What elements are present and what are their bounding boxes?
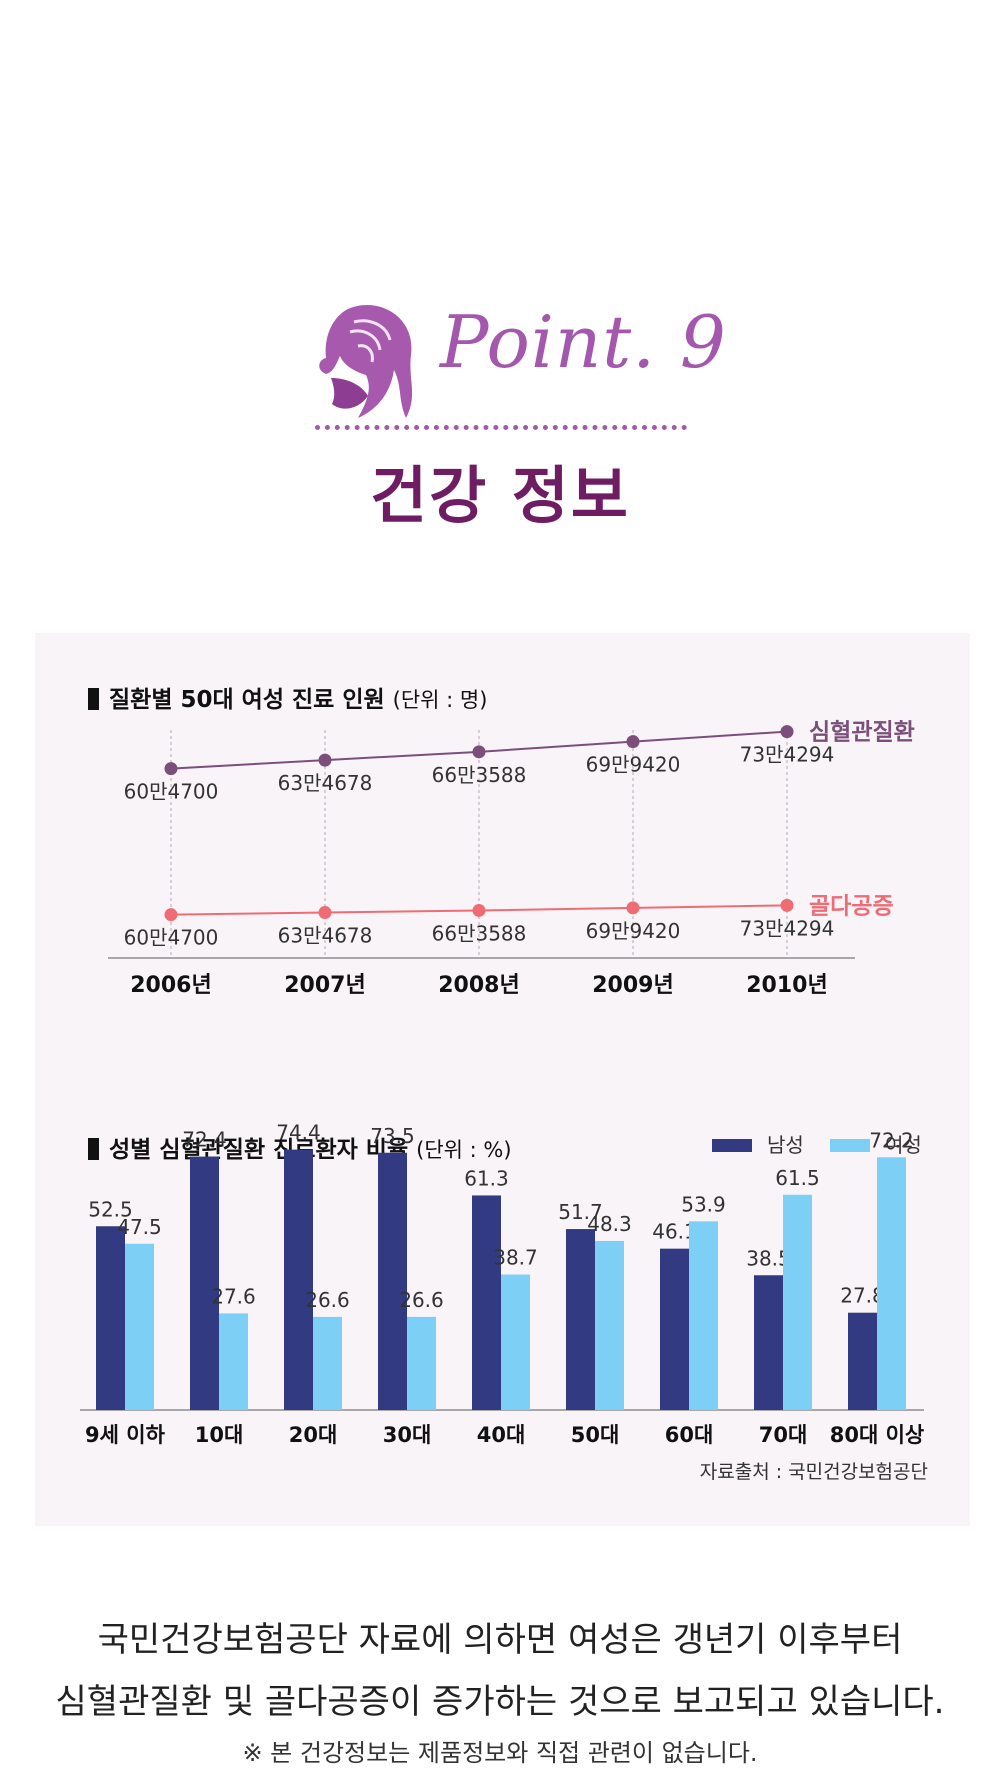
- bar-value-label: 72.4: [182, 1128, 227, 1152]
- bar: [313, 1316, 342, 1410]
- bar-value-label: 26.6: [305, 1288, 350, 1312]
- bar: [96, 1226, 125, 1410]
- bar: [378, 1152, 407, 1410]
- data-point: [318, 753, 332, 767]
- bar-value-label: 53.9: [681, 1192, 726, 1216]
- line-chart-unit: (단위 : 명): [392, 688, 488, 712]
- bar-chart-title-text: 성별 심혈관질환 진료환자 비율: [109, 1137, 409, 1163]
- data-label: 66만3588: [432, 763, 527, 787]
- bar-chart: 남성 여성 52.547.5 9세 이하 72.4 27.6 10대 74.4 26.6 20대 7…: [80, 1121, 925, 1447]
- x-tick-label: 80대 이상: [830, 1423, 925, 1447]
- square-bullet-icon: [88, 688, 99, 710]
- disclaimer-note: ※ 본 건강정보는 제품정보와 직접 관련이 없습니다.: [242, 1739, 758, 1767]
- bar-chart-title: 성별 심혈관질환 진료환자 비율 (단위 : %): [88, 1130, 512, 1164]
- x-tick-label: 30대: [383, 1423, 432, 1447]
- data-label: 60만4700: [124, 780, 219, 804]
- bar: [501, 1274, 530, 1410]
- point-label: Point. 9: [440, 300, 727, 384]
- x-tick-label: 2009년: [592, 973, 673, 998]
- data-point: [780, 898, 794, 912]
- bar: [125, 1243, 154, 1410]
- x-tick-label: 70대: [759, 1423, 808, 1447]
- woman-silhouette-icon: [319, 305, 413, 418]
- data-label: 69만9420: [586, 753, 681, 777]
- data-label: 66만3588: [432, 921, 527, 945]
- bar-value-label: 38.7: [493, 1246, 538, 1270]
- bar-value-label: 73.5: [370, 1124, 415, 1148]
- data-label: 69만9420: [586, 919, 681, 943]
- series-name-label: 심혈관질환: [809, 720, 915, 746]
- bar-value-label: 61.3: [464, 1166, 509, 1190]
- x-tick-label: 20대: [289, 1423, 338, 1447]
- body-text-line1: 국민건강보험공단 자료에 의하면 여성은 갱년기 이후부터: [97, 1620, 903, 1660]
- data-label: 63만4678: [278, 924, 373, 948]
- bar: [783, 1194, 812, 1410]
- bar-value-label: 72.2: [869, 1128, 914, 1152]
- x-tick-label: 2008년: [438, 973, 519, 998]
- data-point: [164, 908, 178, 922]
- page-title: 건강 정보: [370, 459, 630, 532]
- x-tick-label: 2006년: [130, 973, 211, 998]
- x-tick-label: 10대: [195, 1423, 244, 1447]
- data-point: [780, 725, 794, 739]
- bar: [595, 1240, 624, 1410]
- x-tick-label: 60대: [665, 1423, 714, 1447]
- bar: [877, 1157, 906, 1410]
- legend-swatch: [712, 1139, 752, 1152]
- header: Point. 9 건강 정보: [0, 0, 1000, 600]
- data-point: [472, 745, 486, 759]
- bar-value-label: 26.6: [399, 1288, 444, 1312]
- bar: [219, 1313, 248, 1410]
- x-tick-label: 2007년: [284, 973, 365, 998]
- bar-value-label: 47.5: [117, 1215, 162, 1239]
- data-point: [164, 762, 178, 776]
- x-tick-label: 40대: [477, 1423, 526, 1447]
- x-tick-label: 50대: [571, 1423, 620, 1447]
- data-point: [626, 901, 640, 915]
- bar: [472, 1195, 501, 1410]
- bar: [566, 1229, 595, 1410]
- bar: [754, 1275, 783, 1410]
- legend-label: 남성: [767, 1133, 804, 1157]
- bar-chart-unit: (단위 : %): [416, 1138, 512, 1162]
- x-tick-label: 9세 이하: [85, 1423, 166, 1447]
- bar: [407, 1316, 436, 1410]
- bar-value-label: 27.6: [211, 1284, 256, 1308]
- bar-value-label: 61.5: [775, 1166, 820, 1190]
- legend-swatch: [830, 1139, 870, 1152]
- body-text-line2: 심혈관질환 및 골다공증이 증가하는 것으로 보고되고 있습니다.: [55, 1682, 945, 1722]
- line-chart-title-text: 질환별 50대 여성 진료 인원: [109, 687, 385, 713]
- square-bullet-icon: [88, 1138, 99, 1160]
- bar: [848, 1312, 877, 1410]
- bar: [689, 1221, 718, 1410]
- bar-value-label: 74.4: [276, 1121, 321, 1145]
- line-chart: 60만4700 63만4678 66만3588 69만9420 73만4294심혈관질환…: [108, 720, 915, 998]
- bar-value-label: 52.5: [88, 1197, 133, 1221]
- source-note: 자료출처 : 국민건강보험공단: [699, 1461, 928, 1483]
- series-name-label: 골다공증: [809, 893, 894, 919]
- data-label: 60만4700: [124, 926, 219, 950]
- data-point: [472, 903, 486, 917]
- data-label: 73만4294: [740, 916, 835, 940]
- data-label: 73만4294: [740, 743, 835, 767]
- bar: [284, 1149, 313, 1410]
- bar-value-label: 51.7: [558, 1200, 603, 1224]
- x-tick-label: 2010년: [746, 973, 827, 998]
- bar-value-label: 48.3: [587, 1212, 632, 1236]
- bar: [660, 1248, 689, 1410]
- data-point: [626, 735, 640, 749]
- data-label: 63만4678: [278, 771, 373, 795]
- line-chart-title: 질환별 50대 여성 진료 인원 (단위 : 명): [88, 680, 487, 714]
- dotted-divider: [315, 425, 687, 430]
- legend-label: 여성: [885, 1133, 922, 1157]
- bar: [190, 1156, 219, 1410]
- data-point: [318, 906, 332, 920]
